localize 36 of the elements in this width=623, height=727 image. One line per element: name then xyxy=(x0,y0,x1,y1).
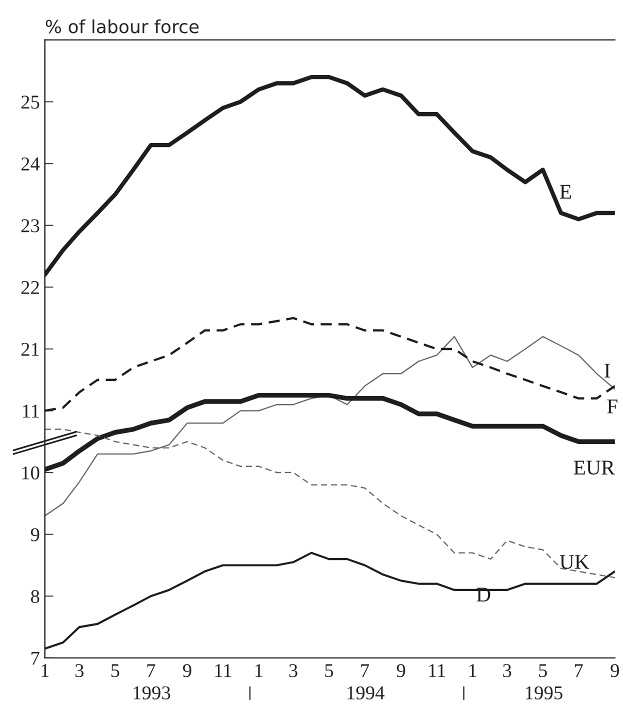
x-tick-label: 9 xyxy=(396,664,406,678)
x-tick-label: 1 xyxy=(256,664,262,677)
y-axis-title: % of labour force xyxy=(46,19,199,34)
series-label: F xyxy=(607,400,618,414)
x-tick-label: 3 xyxy=(503,664,512,678)
y-tick-label: 9 xyxy=(30,528,40,542)
x-tick-label: 7 xyxy=(361,664,370,677)
y2-tick-label: 22 xyxy=(21,281,39,294)
x-tick-label: 1 xyxy=(469,664,476,677)
y2-tick-label: 21 xyxy=(21,342,39,356)
series-label: E xyxy=(560,184,572,199)
x-tick-label: 7 xyxy=(147,664,156,677)
y2-tick-label: 24 xyxy=(21,157,40,170)
x-tick-label: 3 xyxy=(289,664,298,678)
x-tick-label: 5 xyxy=(325,664,334,678)
x-tick-label: 5 xyxy=(111,664,120,678)
y-tick-label: 11 xyxy=(22,404,39,418)
x-tick-label: 11 xyxy=(215,664,232,677)
text: 1995 xyxy=(526,686,562,700)
y-tick-label: 10 xyxy=(22,466,40,480)
x-tick-label: 9 xyxy=(610,664,619,678)
series-label: I xyxy=(604,364,610,378)
text: 1993 xyxy=(134,686,170,700)
x-tick-label: 5 xyxy=(539,664,547,678)
y-tick-label: 8 xyxy=(31,590,40,604)
y2-tick-label: 25 xyxy=(21,96,40,109)
x-tick-label: 7 xyxy=(575,664,583,677)
x-tick-label: 3 xyxy=(75,664,84,678)
y2-tick-label: 23 xyxy=(21,219,40,232)
x-tick-label: 11 xyxy=(429,664,445,677)
series-label: EUR xyxy=(574,460,615,475)
y-tick-label: 7 xyxy=(32,652,40,665)
x-tick-label: 1 xyxy=(42,664,49,677)
text: 1994 xyxy=(348,686,384,700)
x-tick-label: 9 xyxy=(182,664,192,678)
series-label: UK xyxy=(560,555,590,569)
